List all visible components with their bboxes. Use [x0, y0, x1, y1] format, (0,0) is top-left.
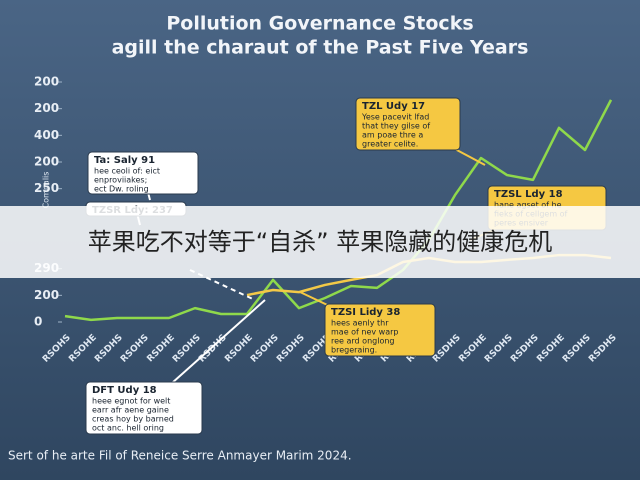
annotation-box — [87, 151, 199, 195]
annotation-title: Ta: Saly 91 — [94, 155, 155, 166]
annotation-line: greater celite. — [362, 140, 418, 149]
footer: Sert of he arte Fil of Reneice Serre Anm… — [8, 449, 352, 463]
y-axis-label: Comnalis — [42, 172, 51, 209]
annotation-line: ect Dw. roling — [94, 185, 149, 194]
y-tick-label: 250 — [34, 181, 59, 195]
chart-title: Pollution Governance Stocks — [166, 13, 473, 35]
annotation-line: enproviiakes; — [94, 176, 147, 185]
annotation-line: hee ceoli of: eict — [94, 167, 160, 176]
annotation-box — [355, 97, 461, 151]
annotation-line: oct anc. hell oring — [92, 424, 164, 433]
annotation-line: bregeraing. — [331, 346, 377, 355]
banner: 苹果吃不对等于“自杀” 苹果隐藏的健康危机 — [88, 228, 553, 256]
annotation-title: TZL Udy 17 — [362, 101, 425, 112]
annotation-title: TZSL Ldy 18 — [494, 189, 563, 200]
y-tick-label: 200 — [34, 288, 59, 302]
annotation-line: am poae thre a — [362, 131, 423, 140]
annotation-box — [324, 303, 436, 357]
annotation-line: heee egnot for welt — [92, 397, 170, 406]
annotation-box — [85, 381, 203, 435]
annotation-line: creas hoy by barned — [92, 415, 174, 424]
annotation-line: Yese pacevit lfad — [361, 113, 429, 122]
annotation-line: hane agset of he — [494, 201, 562, 210]
y-tick-label: 400 — [34, 128, 59, 142]
y-tick-label: 200 — [34, 75, 59, 89]
annotation-line: hees aenly thr — [331, 319, 389, 328]
annotation-title: TZSI Lidy 38 — [331, 307, 400, 318]
annotation-title: DFT Udy 18 — [92, 385, 157, 396]
y-tick-label: 200 — [34, 155, 59, 169]
y-tick-label: 0 — [34, 315, 42, 329]
annotation-line: ree ard onglong — [331, 337, 394, 346]
annotation-line: that they gilse of — [362, 122, 430, 131]
y-tick-label: 200 — [34, 101, 59, 115]
annotation-line: earr afr aene gaine — [92, 406, 169, 415]
chart-subtitle: agill the charaut of the Past Five Years — [112, 37, 529, 59]
series-line — [64, 99, 613, 322]
annotation-line: mae of nev warp — [331, 328, 399, 337]
banner-bg — [0, 206, 640, 278]
